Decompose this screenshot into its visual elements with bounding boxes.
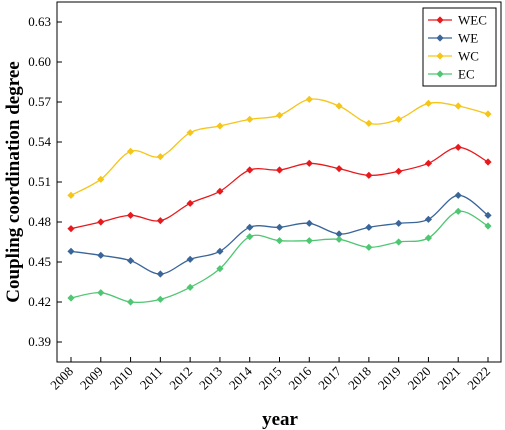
y-tick-label: 0.45 (28, 254, 51, 269)
data-point-wec (395, 167, 403, 175)
data-point-wc (305, 95, 313, 103)
data-point-we (454, 191, 462, 199)
legend-marker-wec (436, 16, 444, 24)
data-point-wec (335, 165, 343, 173)
data-point-wec (126, 211, 135, 219)
data-point-ec (454, 207, 462, 215)
data-point-wc (395, 115, 403, 123)
x-tick-label: 2009 (77, 364, 106, 393)
data-point-wec (246, 166, 254, 174)
x-tick-label: 2011 (137, 364, 166, 393)
data-point-wc (275, 111, 284, 119)
legend-marker-we (436, 34, 444, 42)
data-point-ec (424, 234, 433, 242)
y-tick-label: 0.54 (28, 134, 51, 149)
y-tick-label: 0.60 (28, 54, 51, 69)
data-point-we (186, 255, 194, 263)
y-tick-label: 0.63 (28, 14, 51, 29)
data-point-wc (67, 191, 75, 199)
data-point-ec (186, 283, 194, 291)
data-point-wc (156, 153, 164, 161)
data-point-we (156, 270, 164, 278)
x-tick-label: 2013 (196, 364, 225, 393)
legend-marker-wc (436, 52, 444, 60)
legend-label-wc: WC (458, 49, 479, 64)
data-point-wc (424, 99, 433, 107)
data-point-wc (365, 119, 373, 127)
data-point-wec (67, 225, 75, 233)
legend-label-ec: EC (458, 67, 475, 82)
data-point-wec (156, 217, 164, 225)
x-axis-title: year (262, 409, 298, 430)
data-point-we (67, 247, 75, 255)
data-point-wec (186, 199, 194, 207)
data-point-ec (484, 222, 492, 230)
data-point-we (216, 247, 224, 255)
legend-marker-ec (436, 70, 444, 78)
data-point-wec (424, 159, 433, 167)
data-point-ec (275, 237, 284, 245)
series-line-wec (70, 146, 489, 230)
legend-label-wec: WEC (458, 13, 487, 28)
x-tick-label: 2014 (226, 363, 255, 392)
data-point-we (246, 223, 254, 231)
x-tick-label: 2018 (345, 364, 374, 393)
y-tick-label: 0.39 (28, 334, 51, 349)
data-point-we (335, 230, 343, 238)
y-axis-title: Coupling coordination degree (3, 61, 24, 302)
data-point-we (275, 223, 284, 231)
data-point-we (395, 219, 403, 227)
data-point-ec (216, 265, 224, 273)
x-tick-label: 2019 (375, 364, 404, 393)
data-point-we (97, 251, 105, 259)
data-point-wc (126, 147, 135, 155)
legend-label-we: WE (458, 31, 478, 46)
data-point-ec (335, 235, 343, 243)
data-point-wc (216, 122, 224, 130)
x-tick-label: 2021 (434, 364, 463, 393)
data-point-wec (454, 143, 462, 151)
data-point-ec (365, 243, 373, 251)
data-point-wc (484, 110, 492, 118)
data-point-wc (454, 102, 462, 110)
data-point-we (424, 215, 433, 223)
x-tick-label: 2017 (315, 363, 344, 392)
x-tick-label: 2016 (285, 363, 314, 392)
x-tick-label: 2015 (256, 364, 285, 393)
data-point-ec (305, 237, 313, 245)
data-point-wec (305, 159, 313, 167)
data-point-ec (97, 289, 105, 297)
data-point-wc (335, 102, 343, 110)
y-tick-label: 0.51 (28, 174, 51, 189)
x-tick-label: 2012 (166, 364, 195, 393)
data-point-wec (97, 218, 105, 226)
y-tick-label: 0.57 (28, 94, 51, 109)
data-point-wec (484, 158, 492, 166)
x-tick-label: 2020 (405, 364, 434, 393)
data-point-ec (156, 295, 164, 303)
data-point-ec (395, 238, 403, 246)
data-point-we (126, 257, 135, 265)
data-point-wc (97, 175, 105, 183)
data-point-we (484, 211, 492, 219)
data-point-wec (216, 187, 224, 195)
legend-box (422, 7, 497, 87)
data-point-wc (186, 129, 194, 137)
data-point-ec (246, 233, 254, 241)
x-tick-label: 2008 (47, 364, 76, 393)
plot-area: 0.39 0.42 0.45 0.48 0.51 0.54 0.57 0.60 0.63 2008… (28, 1, 502, 393)
x-tick-label: 2022 (464, 364, 493, 393)
x-tick-label: 2010 (107, 364, 136, 393)
data-point-wc (246, 115, 254, 123)
data-point-we (365, 223, 373, 231)
data-point-wec (365, 171, 373, 179)
data-point-wec (275, 166, 284, 174)
data-point-we (305, 219, 313, 227)
y-tick-label: 0.42 (28, 294, 51, 309)
data-point-ec (126, 298, 135, 306)
y-tick-label: 0.48 (28, 214, 51, 229)
series-line-we (70, 194, 489, 275)
data-point-ec (67, 294, 75, 302)
